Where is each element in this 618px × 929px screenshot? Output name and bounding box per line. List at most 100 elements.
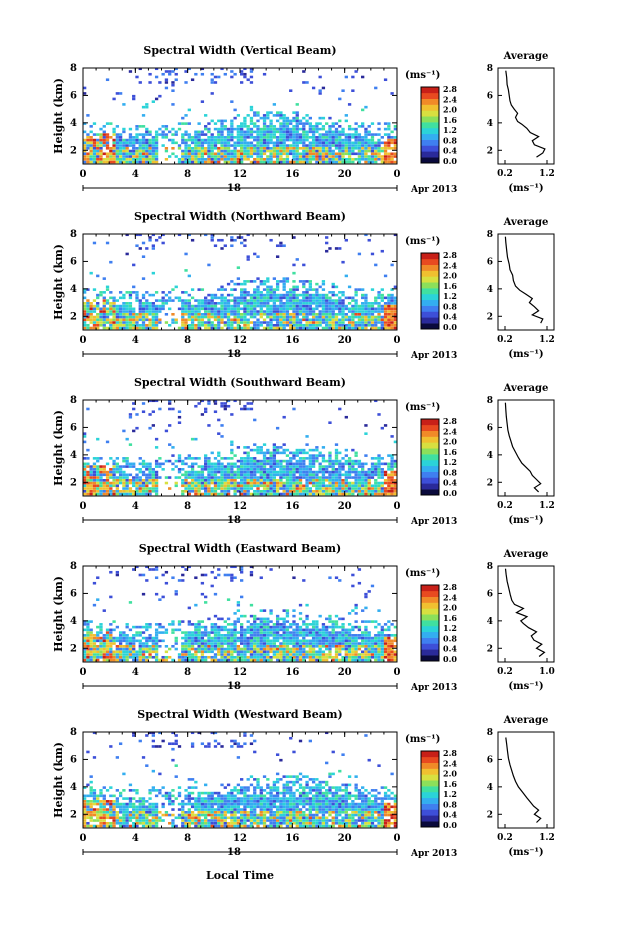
heatmap-cell (92, 658, 97, 662)
heatmap-cell (174, 72, 178, 76)
heatmap-cell (132, 407, 136, 411)
heatmap-cell (217, 288, 221, 291)
heatmap-cell (240, 299, 244, 302)
heatmap-cell (256, 636, 260, 640)
heatmap-cell (190, 157, 195, 161)
heatmap-cell (204, 152, 208, 156)
heatmap-cell (253, 293, 257, 297)
heatmap-cell (249, 105, 254, 109)
heatmap-cell (148, 645, 152, 648)
heatmap-cell (223, 155, 227, 158)
heatmap-cell (115, 484, 120, 488)
heatmap-cell (262, 647, 267, 651)
heatmap-cell (138, 647, 142, 651)
heatmap-cell (282, 130, 286, 134)
heatmap-cell (181, 326, 185, 330)
heatmap-cell (361, 489, 365, 493)
heatmap-cell (354, 130, 358, 134)
heatmap-cell (92, 655, 97, 659)
heatmap-cell (246, 479, 250, 482)
heatmap-cell (298, 323, 303, 327)
heatmap-cell (230, 573, 234, 577)
heatmap-cell (200, 592, 205, 596)
heatmap-cell (213, 323, 218, 327)
heatmap-cell (204, 658, 208, 662)
heatmap-cell (344, 141, 348, 145)
heatmap-cell (295, 307, 299, 311)
heatmap-cell (318, 313, 322, 316)
heatmap-cell (171, 446, 175, 449)
heatmap-cell (367, 321, 371, 324)
heatmap-cell (204, 642, 208, 645)
heatmap-cell (354, 326, 358, 330)
heatmap-cell (279, 147, 283, 150)
heatmap-cell (262, 318, 267, 322)
heatmap-cell (282, 620, 286, 623)
heatmap-cell (220, 288, 224, 291)
heatmap-cell (207, 650, 211, 654)
heatmap-cell (236, 609, 241, 612)
heatmap-cell (168, 407, 172, 411)
heatmap-cell (89, 620, 93, 623)
heatmap-cell (223, 639, 227, 643)
heatmap-cell (311, 157, 316, 161)
heatmap-cell (230, 100, 234, 103)
heatmap-cell (154, 437, 159, 441)
heatmap-cell (338, 321, 342, 324)
heatmap-cell (138, 234, 142, 237)
heatmap-cell (83, 144, 87, 147)
heatmap-cell (305, 291, 309, 294)
heatmap-cell (266, 623, 270, 626)
heatmap-cell (86, 114, 90, 117)
heatmap-cell (204, 462, 208, 466)
heatmap-cell (354, 313, 358, 316)
heatmap-cell (181, 152, 185, 156)
heatmap-cell (259, 149, 263, 153)
heatmap-cell (266, 307, 270, 311)
heatmap-cell (154, 653, 159, 656)
heatmap-cell (377, 454, 381, 457)
heatmap-cell (86, 138, 90, 142)
heatmap-cell (308, 307, 312, 311)
heatmap-cell (220, 310, 224, 313)
heatmap-cell (393, 318, 397, 322)
heatmap-cell (256, 465, 260, 468)
heatmap-cell (269, 122, 273, 125)
heatmap-cell (305, 489, 309, 493)
heatmap-cell (249, 566, 254, 569)
heatmap-cell (289, 323, 293, 327)
heatmap-cell (282, 157, 286, 161)
heatmap-cell (102, 634, 106, 637)
heatmap-cell (154, 323, 159, 327)
heatmap-cell (135, 492, 139, 496)
heatmap-cell (370, 136, 375, 139)
heatmap-cell (292, 645, 296, 648)
heatmap-cell (105, 138, 110, 142)
heatmap-cell (226, 141, 231, 145)
heatmap-cell (246, 258, 250, 261)
heatmap-cell (266, 125, 270, 128)
heatmap-cell (295, 487, 299, 490)
heatmap-cell (184, 631, 188, 634)
heatmap-cell (125, 457, 129, 460)
heatmap-cell (151, 479, 155, 482)
heatmap-cell (233, 400, 237, 403)
heatmap-cell (266, 620, 270, 623)
heatmap-cell (141, 313, 146, 316)
heatmap-cell (135, 155, 139, 158)
heatmap-cell (315, 307, 319, 311)
y-tick-label: 6 (70, 422, 77, 433)
heatmap-cell (197, 144, 201, 147)
heatmap-cell (148, 473, 152, 477)
heatmap-cell (154, 160, 159, 164)
heatmap-cell (243, 282, 247, 286)
heatmap-cell (207, 647, 211, 651)
heatmap-cell (246, 476, 250, 479)
heatmap-cell (315, 152, 319, 156)
heatmap-cell (86, 623, 90, 626)
heatmap-cell (243, 299, 247, 302)
heatmap-cell (217, 155, 221, 158)
heatmap-cell (223, 655, 227, 659)
heatmap-cell (135, 634, 139, 637)
heatmap-cell (282, 310, 286, 313)
